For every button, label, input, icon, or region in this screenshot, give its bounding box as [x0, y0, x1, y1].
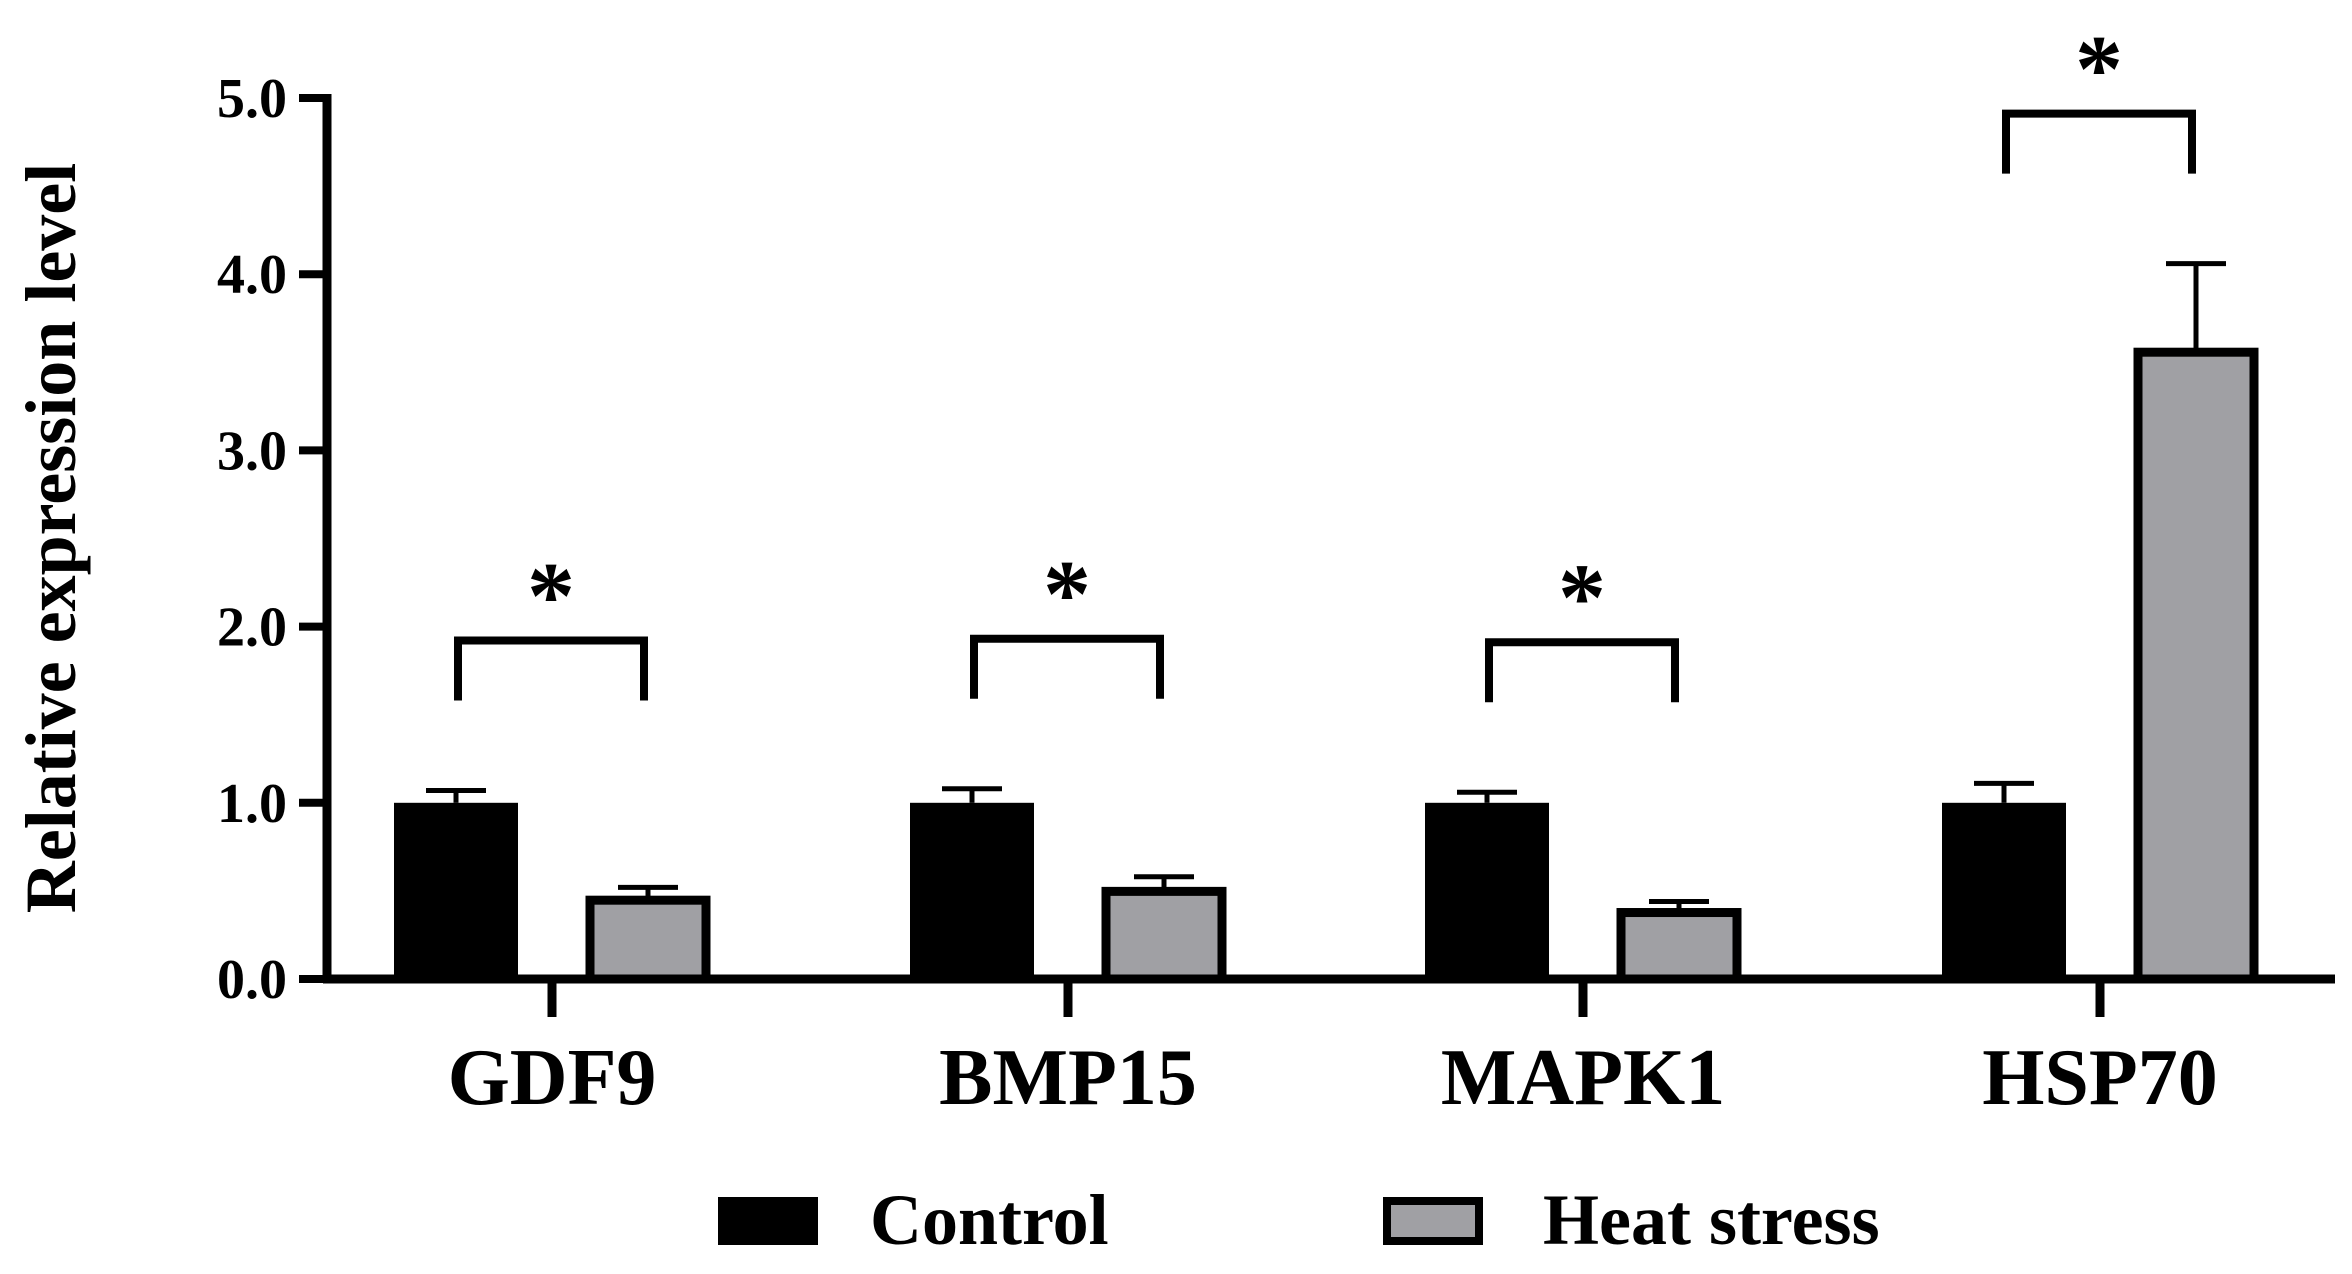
x-tick-label: GDF9 — [448, 1034, 657, 1122]
x-tick-label: HSP70 — [1982, 1034, 2218, 1122]
significance-bracket — [454, 636, 648, 701]
significance-bracket — [2002, 109, 2196, 174]
error-bars — [426, 261, 2226, 909]
bar-control — [910, 802, 1034, 979]
legend-swatch — [718, 1197, 818, 1245]
legend-label: Heat stress — [1543, 1180, 1880, 1260]
legend-swatch — [1383, 1197, 1483, 1245]
bar-heat-stress — [1616, 908, 1742, 984]
bar-heat-stress — [585, 895, 711, 984]
bar-control — [394, 802, 518, 979]
significance-asterisk: * — [527, 542, 575, 649]
significance-bracket — [970, 634, 1164, 699]
bar-heat-stress — [2133, 347, 2259, 984]
bar-control — [1425, 802, 1549, 979]
y-tick-label: 3.0 — [217, 420, 287, 482]
y-axis: 0.0 1.0 2.0 3.0 4.0 5.0 — [217, 68, 332, 1011]
legend: Control Heat stress — [718, 1180, 1880, 1260]
y-tick-label: 1.0 — [217, 773, 287, 835]
x-axis: GDF9 BMP15 MAPK1 HSP70 — [323, 974, 2335, 1122]
y-tick-label: 4.0 — [217, 244, 287, 306]
y-tick-label: 5.0 — [217, 68, 287, 130]
legend-label: Control — [870, 1180, 1109, 1260]
bar-heat-stress — [1101, 886, 1227, 984]
significance-bracket — [1485, 638, 1679, 703]
x-tick-label: BMP15 — [939, 1034, 1197, 1122]
x-tick-label: MAPK1 — [1441, 1034, 1725, 1122]
y-tick-label: 0.0 — [217, 949, 287, 1011]
significance-asterisk: * — [1043, 541, 1091, 648]
bars — [394, 347, 2259, 984]
bar-control — [1942, 802, 2066, 979]
y-axis-title: Relative expression level — [11, 163, 91, 914]
y-tick-label: 2.0 — [217, 597, 287, 659]
significance-asterisk: * — [1558, 544, 1606, 651]
significance-asterisk: * — [2075, 16, 2123, 123]
significance-markers: * * * * — [454, 16, 2196, 703]
